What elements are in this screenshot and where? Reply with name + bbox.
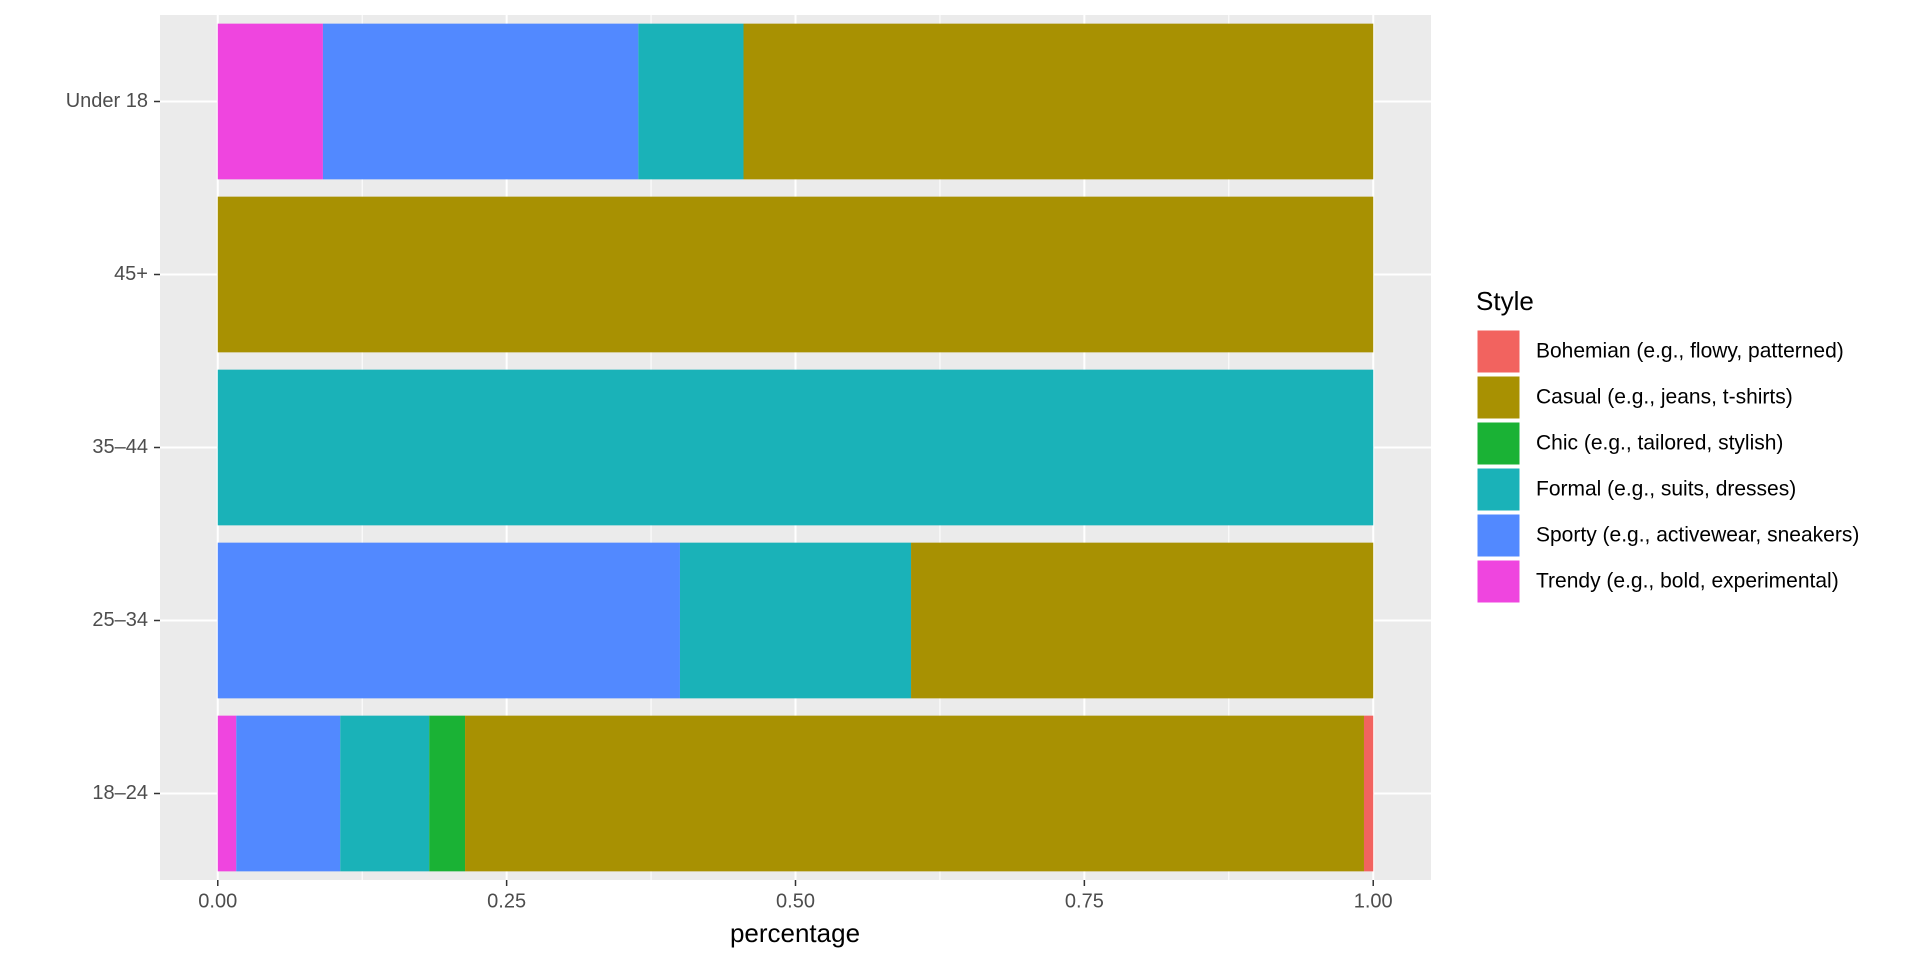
bar-segment bbox=[465, 715, 1364, 872]
bar-segment bbox=[217, 369, 1374, 526]
legend-key bbox=[1476, 329, 1521, 374]
bar-segment bbox=[217, 23, 323, 180]
legend-label: Casual (e.g., jeans, t-shirts) bbox=[1536, 386, 1793, 409]
y-tick-label: 35–44 bbox=[92, 436, 148, 458]
bar-segment bbox=[679, 542, 912, 699]
legend-key bbox=[1476, 421, 1521, 466]
bar-segment bbox=[322, 23, 639, 180]
y-tick-label: Under 18 bbox=[66, 90, 148, 112]
bar-segment bbox=[217, 715, 237, 872]
x-tick-label: 0.75 bbox=[1065, 890, 1104, 912]
bar-segment bbox=[217, 542, 680, 699]
bar-segment bbox=[217, 196, 1374, 353]
x-tick-label: 0.25 bbox=[487, 890, 526, 912]
x-axis-title: percentage bbox=[730, 918, 860, 948]
legend-label: Formal (e.g., suits, dresses) bbox=[1536, 478, 1796, 501]
legend-label: Chic (e.g., tailored, stylish) bbox=[1536, 432, 1783, 455]
bar-segment bbox=[743, 23, 1374, 180]
x-tick-label: 0.50 bbox=[776, 890, 815, 912]
legend-label: Trendy (e.g., bold, experimental) bbox=[1536, 570, 1839, 593]
y-tick-label: 45+ bbox=[114, 263, 148, 285]
bar-segment bbox=[638, 23, 744, 180]
legend-key bbox=[1476, 467, 1521, 512]
legend-title: Style bbox=[1476, 286, 1534, 316]
legend-key bbox=[1476, 513, 1521, 558]
bars bbox=[217, 23, 1374, 872]
x-tick-label: 1.00 bbox=[1354, 890, 1393, 912]
y-tick-label: 18–24 bbox=[92, 782, 148, 804]
legend-label: Bohemian (e.g., flowy, patterned) bbox=[1536, 340, 1844, 363]
bar-segment bbox=[429, 715, 466, 872]
bar-segment bbox=[911, 542, 1374, 699]
x-tick-label: 0.00 bbox=[198, 890, 237, 912]
bar-segment bbox=[340, 715, 430, 872]
legend-key bbox=[1476, 375, 1521, 420]
legend-key bbox=[1476, 559, 1521, 604]
legend-label: Sporty (e.g., activewear, sneakers) bbox=[1536, 524, 1859, 547]
bar-segment bbox=[1363, 715, 1374, 872]
bar-segment bbox=[236, 715, 341, 872]
y-tick-label: 25–34 bbox=[92, 609, 148, 631]
